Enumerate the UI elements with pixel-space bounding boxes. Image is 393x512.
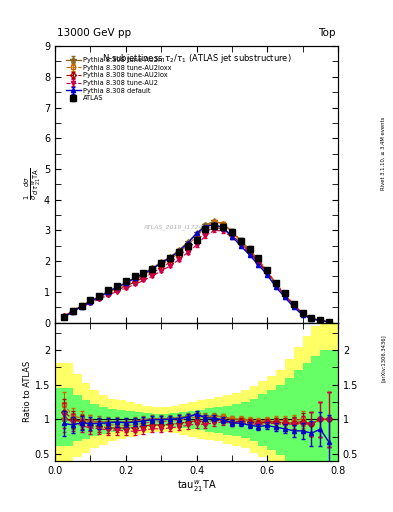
Text: ATLAS_2019_I1724098: ATLAS_2019_I1724098 (144, 225, 215, 230)
Text: Top: Top (318, 28, 336, 38)
Legend: Pythia 8.308 tune-AU2m, Pythia 8.308 tune-AU2loxx, Pythia 8.308 tune-AU2lox, Pyt: Pythia 8.308 tune-AU2m, Pythia 8.308 tun… (64, 55, 174, 103)
Y-axis label: $\frac{1}{\sigma}\frac{d\sigma}{d\,\tau^{w}_{21}\mathrm{TA}}$: $\frac{1}{\sigma}\frac{d\sigma}{d\,\tau^… (22, 168, 42, 200)
Text: Rivet 3.1.10, ≥ 3.4M events: Rivet 3.1.10, ≥ 3.4M events (381, 117, 386, 190)
X-axis label: tau$^{w}_{21}$TA: tau$^{w}_{21}$TA (177, 478, 216, 494)
Text: [arXiv:1306.3436]: [arXiv:1306.3436] (381, 334, 386, 382)
Text: 13000 GeV pp: 13000 GeV pp (57, 28, 131, 38)
Y-axis label: Ratio to ATLAS: Ratio to ATLAS (23, 361, 32, 422)
Text: N-subjettiness $\tau_2/\tau_1$ (ATLAS jet substructure): N-subjettiness $\tau_2/\tau_1$ (ATLAS je… (102, 52, 291, 65)
